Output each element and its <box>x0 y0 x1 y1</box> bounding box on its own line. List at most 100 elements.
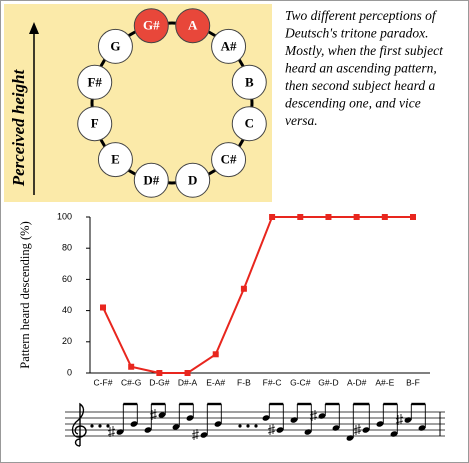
y-tick-label: 100 <box>57 211 72 221</box>
sharp-sign <box>267 424 276 435</box>
data-marker <box>353 214 360 220</box>
x-tick-label: E-A# <box>206 377 225 387</box>
data-marker <box>269 214 276 220</box>
data-marker <box>212 351 219 358</box>
y-tick-label: 80 <box>62 243 72 253</box>
pitch-label: D <box>188 172 197 187</box>
dot <box>246 424 250 428</box>
ring <box>90 21 254 185</box>
data-marker <box>184 370 191 376</box>
pitch-node <box>211 28 247 64</box>
data-marker <box>297 214 304 220</box>
note-head <box>276 427 284 433</box>
x-tick-label: F-B <box>237 377 251 387</box>
sharp-sign <box>149 409 158 420</box>
pitch-label: A <box>188 18 198 33</box>
sharp-sign <box>191 429 200 440</box>
pitch-node <box>133 162 169 198</box>
note-head <box>186 415 194 421</box>
pitch-node <box>77 64 113 100</box>
dot <box>90 424 94 428</box>
diagram-axis-label: Perceived height <box>9 68 28 187</box>
x-tick-label: A-D# <box>347 377 367 387</box>
note-head <box>304 429 312 435</box>
music-staff <box>65 402 445 447</box>
note-head <box>404 417 412 423</box>
y-tick-label: 40 <box>62 305 72 315</box>
arrow-head <box>29 22 39 34</box>
y-tick-label: 0 <box>67 367 72 377</box>
sharp-sign <box>309 410 318 421</box>
note-head <box>130 421 138 427</box>
data-marker <box>325 214 332 220</box>
caption-line: Two different perceptions of <box>285 8 438 23</box>
note-head <box>390 431 398 437</box>
data-marker <box>410 214 416 220</box>
pitch-label: F# <box>87 74 102 89</box>
treble-clef <box>71 402 87 447</box>
data-marker <box>240 285 247 292</box>
note-head <box>214 421 222 427</box>
caption-line: descending one, and vice <box>285 96 421 111</box>
note-head <box>318 413 326 419</box>
sharp-sign <box>395 414 404 425</box>
pitch-node <box>133 8 169 44</box>
sharp-sign <box>107 426 116 437</box>
note-head <box>158 412 166 418</box>
pitch-label: C <box>245 116 254 131</box>
note-head <box>346 435 354 441</box>
x-tick-label: D-G# <box>149 377 170 387</box>
pitch-node <box>77 106 113 142</box>
caption-line: then second subject heard a <box>285 78 435 93</box>
data-marker <box>100 304 106 311</box>
data-line <box>102 216 413 374</box>
pitch-node <box>231 106 267 142</box>
data-marker <box>381 214 388 220</box>
pitch-label: F <box>91 116 99 131</box>
pitch-label: A# <box>221 38 237 53</box>
caption-line: Mostly, when the first subject <box>284 43 444 58</box>
pitch-node <box>211 142 247 178</box>
caption-line: Deutsch's tritone paradox. <box>284 26 429 41</box>
note-head <box>362 427 370 433</box>
pitch-node <box>175 8 211 44</box>
dot <box>98 424 102 428</box>
y-tick-label: 60 <box>62 274 72 284</box>
x-tick-label: G-C# <box>290 377 311 387</box>
pitch-label: D# <box>143 172 159 187</box>
pitch-label: G <box>110 38 120 53</box>
note-head <box>172 424 180 430</box>
x-tick-label: F#-C <box>263 377 282 387</box>
pitch-label: G# <box>143 18 160 33</box>
dot <box>238 424 242 428</box>
pitch-label: E <box>111 152 120 167</box>
x-tick-label: C#-G <box>121 377 141 387</box>
pitch-node <box>97 142 133 178</box>
pitch-node <box>97 28 133 64</box>
data-marker <box>128 363 135 370</box>
pitch-node <box>175 162 211 198</box>
note-head <box>200 432 208 438</box>
x-tick-label: C-F# <box>94 377 113 387</box>
dot <box>254 424 258 428</box>
x-tick-label: G#-D <box>318 377 338 387</box>
x-tick-label: B-F <box>406 377 420 387</box>
data-marker <box>156 370 163 376</box>
sharp-sign <box>353 424 362 435</box>
note-head <box>144 427 152 433</box>
y-tick-label: 20 <box>62 336 72 346</box>
pitch-label: B <box>245 74 254 89</box>
note-head <box>262 415 270 421</box>
pitch-label: C# <box>221 152 237 167</box>
note-head <box>116 429 124 435</box>
caption-line: versa. <box>285 113 318 128</box>
caption-line: heard an ascending pattern, <box>285 61 437 76</box>
x-tick-label: A#-E <box>375 377 394 387</box>
note-head <box>290 417 298 423</box>
note-head <box>418 425 426 431</box>
pitch-node <box>231 64 267 100</box>
dot <box>106 424 110 428</box>
note-head <box>376 421 384 427</box>
